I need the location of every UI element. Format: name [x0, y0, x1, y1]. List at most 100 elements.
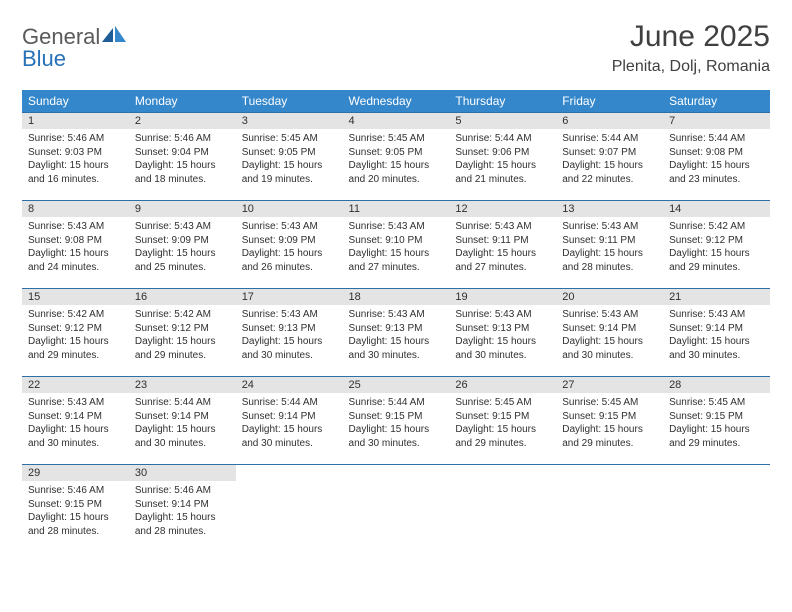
- day-details: Sunrise: 5:44 AMSunset: 9:07 PMDaylight:…: [556, 129, 663, 190]
- daylight-line1: Daylight: 15 hours: [669, 159, 764, 173]
- sunset: Sunset: 9:14 PM: [242, 410, 337, 424]
- calendar-cell: 5Sunrise: 5:44 AMSunset: 9:06 PMDaylight…: [449, 113, 556, 201]
- sunrise: Sunrise: 5:43 AM: [455, 220, 550, 234]
- daylight-line2: and 30 minutes.: [135, 437, 230, 451]
- day-details: Sunrise: 5:43 AMSunset: 9:14 PMDaylight:…: [663, 305, 770, 366]
- sunrise: Sunrise: 5:45 AM: [455, 396, 550, 410]
- day-details: Sunrise: 5:46 AMSunset: 9:15 PMDaylight:…: [22, 481, 129, 542]
- sunrise: Sunrise: 5:44 AM: [562, 132, 657, 146]
- day-number: 9: [129, 201, 236, 217]
- daylight-line1: Daylight: 15 hours: [135, 335, 230, 349]
- sunrise: Sunrise: 5:46 AM: [135, 484, 230, 498]
- daylight-line1: Daylight: 15 hours: [455, 335, 550, 349]
- weekday-thu: Thursday: [449, 90, 556, 113]
- month-title: June 2025: [612, 20, 770, 54]
- sunrise: Sunrise: 5:43 AM: [669, 308, 764, 322]
- sunset: Sunset: 9:06 PM: [455, 146, 550, 160]
- sunset: Sunset: 9:15 PM: [562, 410, 657, 424]
- daylight-line2: and 19 minutes.: [242, 173, 337, 187]
- day-details: Sunrise: 5:45 AMSunset: 9:05 PMDaylight:…: [236, 129, 343, 190]
- sunrise: Sunrise: 5:43 AM: [349, 220, 444, 234]
- daylight-line2: and 27 minutes.: [349, 261, 444, 275]
- title-block: June 2025 Plenita, Dolj, Romania: [612, 20, 770, 76]
- day-details: Sunrise: 5:43 AMSunset: 9:14 PMDaylight:…: [556, 305, 663, 366]
- sunset: Sunset: 9:05 PM: [349, 146, 444, 160]
- sunset: Sunset: 9:11 PM: [562, 234, 657, 248]
- calendar-cell: 9Sunrise: 5:43 AMSunset: 9:09 PMDaylight…: [129, 201, 236, 289]
- daylight-line1: Daylight: 15 hours: [669, 247, 764, 261]
- day-number: 4: [343, 113, 450, 129]
- daylight-line2: and 30 minutes.: [349, 437, 444, 451]
- daylight-line1: Daylight: 15 hours: [669, 335, 764, 349]
- sunset: Sunset: 9:14 PM: [562, 322, 657, 336]
- day-number: 2: [129, 113, 236, 129]
- logo-text-block: General Blue: [22, 26, 126, 71]
- day-details: Sunrise: 5:43 AMSunset: 9:11 PMDaylight:…: [556, 217, 663, 278]
- daylight-line1: Daylight: 15 hours: [28, 247, 123, 261]
- daylight-line1: Daylight: 15 hours: [242, 247, 337, 261]
- day-details: Sunrise: 5:46 AMSunset: 9:04 PMDaylight:…: [129, 129, 236, 190]
- sunrise: Sunrise: 5:42 AM: [669, 220, 764, 234]
- sunset: Sunset: 9:03 PM: [28, 146, 123, 160]
- sunrise: Sunrise: 5:42 AM: [28, 308, 123, 322]
- daylight-line1: Daylight: 15 hours: [349, 335, 444, 349]
- sunset: Sunset: 9:05 PM: [242, 146, 337, 160]
- day-number: 29: [22, 465, 129, 481]
- calendar-cell: [663, 465, 770, 553]
- daylight-line2: and 28 minutes.: [135, 525, 230, 539]
- sunrise: Sunrise: 5:46 AM: [135, 132, 230, 146]
- weekday-fri: Friday: [556, 90, 663, 113]
- daylight-line2: and 21 minutes.: [455, 173, 550, 187]
- sunrise: Sunrise: 5:46 AM: [28, 484, 123, 498]
- header: General Blue June 2025 Plenita, Dolj, Ro…: [22, 20, 770, 76]
- calendar-week: 15Sunrise: 5:42 AMSunset: 9:12 PMDayligh…: [22, 289, 770, 377]
- day-details: Sunrise: 5:44 AMSunset: 9:08 PMDaylight:…: [663, 129, 770, 190]
- weekday-row: Sunday Monday Tuesday Wednesday Thursday…: [22, 90, 770, 113]
- daylight-line2: and 29 minutes.: [669, 261, 764, 275]
- calendar-cell: 20Sunrise: 5:43 AMSunset: 9:14 PMDayligh…: [556, 289, 663, 377]
- day-details: Sunrise: 5:44 AMSunset: 9:14 PMDaylight:…: [129, 393, 236, 454]
- sunrise: Sunrise: 5:44 AM: [349, 396, 444, 410]
- daylight-line1: Daylight: 15 hours: [135, 159, 230, 173]
- calendar-cell: 14Sunrise: 5:42 AMSunset: 9:12 PMDayligh…: [663, 201, 770, 289]
- daylight-line2: and 23 minutes.: [669, 173, 764, 187]
- weekday-sat: Saturday: [663, 90, 770, 113]
- sunset: Sunset: 9:08 PM: [28, 234, 123, 248]
- daylight-line2: and 25 minutes.: [135, 261, 230, 275]
- sunset: Sunset: 9:12 PM: [135, 322, 230, 336]
- calendar-week: 8Sunrise: 5:43 AMSunset: 9:08 PMDaylight…: [22, 201, 770, 289]
- sunset: Sunset: 9:13 PM: [242, 322, 337, 336]
- sunrise: Sunrise: 5:43 AM: [242, 220, 337, 234]
- day-details: Sunrise: 5:45 AMSunset: 9:15 PMDaylight:…: [663, 393, 770, 454]
- calendar-cell: 19Sunrise: 5:43 AMSunset: 9:13 PMDayligh…: [449, 289, 556, 377]
- daylight-line1: Daylight: 15 hours: [455, 247, 550, 261]
- daylight-line2: and 27 minutes.: [455, 261, 550, 275]
- calendar-cell: 18Sunrise: 5:43 AMSunset: 9:13 PMDayligh…: [343, 289, 450, 377]
- day-number: 13: [556, 201, 663, 217]
- sunrise: Sunrise: 5:45 AM: [669, 396, 764, 410]
- calendar-cell: 2Sunrise: 5:46 AMSunset: 9:04 PMDaylight…: [129, 113, 236, 201]
- sunrise: Sunrise: 5:43 AM: [242, 308, 337, 322]
- daylight-line2: and 29 minutes.: [669, 437, 764, 451]
- sunset: Sunset: 9:15 PM: [455, 410, 550, 424]
- sunset: Sunset: 9:12 PM: [669, 234, 764, 248]
- day-number: 3: [236, 113, 343, 129]
- sunrise: Sunrise: 5:44 AM: [242, 396, 337, 410]
- daylight-line1: Daylight: 15 hours: [28, 335, 123, 349]
- day-number: 7: [663, 113, 770, 129]
- sunset: Sunset: 9:09 PM: [242, 234, 337, 248]
- calendar-cell: 25Sunrise: 5:44 AMSunset: 9:15 PMDayligh…: [343, 377, 450, 465]
- day-number: 21: [663, 289, 770, 305]
- sunset: Sunset: 9:13 PM: [455, 322, 550, 336]
- daylight-line1: Daylight: 15 hours: [135, 247, 230, 261]
- calendar-cell: 17Sunrise: 5:43 AMSunset: 9:13 PMDayligh…: [236, 289, 343, 377]
- sunset: Sunset: 9:09 PM: [135, 234, 230, 248]
- daylight-line1: Daylight: 15 hours: [562, 423, 657, 437]
- day-number: 10: [236, 201, 343, 217]
- calendar-cell: 15Sunrise: 5:42 AMSunset: 9:12 PMDayligh…: [22, 289, 129, 377]
- sunrise: Sunrise: 5:43 AM: [455, 308, 550, 322]
- sunset: Sunset: 9:14 PM: [135, 498, 230, 512]
- day-number: 11: [343, 201, 450, 217]
- calendar-cell: 6Sunrise: 5:44 AMSunset: 9:07 PMDaylight…: [556, 113, 663, 201]
- calendar-cell: 4Sunrise: 5:45 AMSunset: 9:05 PMDaylight…: [343, 113, 450, 201]
